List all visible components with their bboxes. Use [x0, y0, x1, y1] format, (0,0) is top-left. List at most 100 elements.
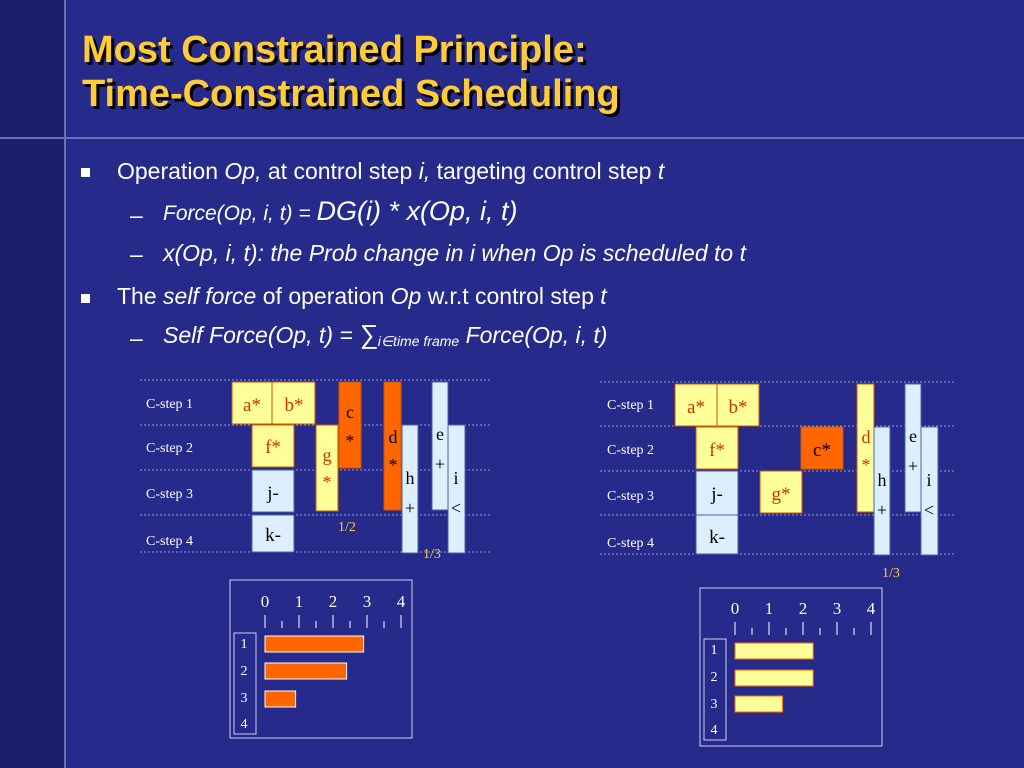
right-cstep-label: C-step 2	[607, 443, 654, 458]
op-k	[695, 514, 739, 555]
sub-dash-3: –	[130, 325, 143, 351]
bullet-2-t: t	[600, 283, 607, 309]
op-g-star: *	[323, 472, 332, 492]
title-line-1: Most Constrained Principle:	[82, 29, 587, 71]
self-force-formula: Self Force(Op, t) = ∑i∈time frame Force(…	[163, 319, 607, 350]
right-dg-row-label: 4	[711, 723, 718, 738]
right-annotation-third: 1/3	[882, 566, 900, 581]
op-d-star: *	[862, 455, 871, 475]
right-cstep-label: C-step 1	[607, 398, 654, 413]
op-i	[920, 426, 939, 556]
op-g-label: g	[323, 445, 332, 465]
op-h-plus: +	[405, 498, 415, 518]
right-cstep-label: C-step 4	[607, 536, 654, 551]
force-expression: DG(i) * x(Op, i, t)	[316, 196, 518, 226]
prob-change-definition: x(Op, i, t): the Prob change in i when O…	[163, 240, 746, 267]
op-i-lt: <	[451, 498, 461, 518]
op-f	[251, 424, 295, 468]
op-e-label: e	[436, 424, 444, 444]
op-a	[231, 381, 273, 425]
right-dg-scale-label: 3	[833, 599, 842, 618]
op-d-label: d	[862, 427, 871, 447]
op-f	[695, 426, 739, 470]
bullet-2-text: of operation	[256, 283, 391, 309]
right-dg-scale-label: 4	[867, 599, 876, 618]
left-cstep-label: C-step 4	[146, 534, 193, 549]
op-g	[315, 424, 339, 512]
right-dg-row-box	[703, 638, 727, 741]
self-force-lhs: Self Force(Op, t) =	[163, 322, 360, 348]
op-f-label: f*	[265, 437, 281, 458]
op-k-label: k-	[265, 525, 281, 546]
left-dg-row-label: 2	[241, 664, 248, 679]
op-c-label: c*	[813, 440, 831, 461]
left-annotation-half: 1/2	[338, 520, 356, 535]
right-dg-frame	[699, 587, 883, 747]
left-annotation-third: 1/3	[423, 547, 441, 562]
bullet-1-op: Op,	[224, 158, 262, 184]
op-g-label: g*	[772, 484, 791, 505]
op-a-label: a*	[243, 395, 261, 416]
right-dg-row-label: 3	[711, 697, 718, 712]
right-dg-bar-1	[734, 642, 814, 660]
right-dg-chart: 0 1 2 3 4 1 2 3 4	[699, 587, 883, 747]
bullet-1-t: t	[657, 158, 665, 184]
left-dg-scale-label: 3	[363, 592, 372, 611]
op-e-plus: +	[908, 456, 918, 476]
left-dg-chart: 0 1 2 3 4 1 2 3 4	[229, 579, 413, 739]
right-dg-scale-label: 0	[731, 599, 740, 618]
op-c	[338, 381, 362, 469]
left-dg-bar-2	[264, 662, 348, 680]
op-b	[271, 381, 316, 425]
op-e-label: e	[909, 426, 917, 446]
self-force-rhs: Force(Op, i, t)	[459, 322, 608, 348]
force-formula: Force(Op, i, t) = DG(i) * x(Op, i, t)	[163, 196, 517, 227]
left-dg-bar-3	[264, 690, 297, 708]
left-cstep-label: C-step 2	[146, 441, 193, 456]
op-c-star: *	[346, 431, 355, 451]
right-dg-ticks	[734, 622, 872, 635]
op-e	[431, 381, 449, 511]
right-dg-bars	[734, 642, 814, 713]
right-dg-scale-label: 1	[765, 599, 774, 618]
right-schedule: C-step 1 C-step 2 C-step 3 C-step 4 a* b…	[600, 381, 955, 581]
op-d-label: d	[389, 427, 398, 447]
op-e	[904, 383, 922, 513]
left-dg-frame	[229, 579, 413, 739]
op-j	[251, 469, 295, 513]
left-dg-bars	[264, 635, 365, 708]
left-schedule: C-step 1 C-step 2 C-step 3 C-step 4 a* b…	[140, 379, 490, 562]
bullet-2-text: w.r.t control step	[421, 283, 601, 309]
sub-dash-2: –	[130, 241, 143, 267]
right-dg-row-label: 1	[711, 643, 718, 658]
left-dg-scale-label: 2	[329, 592, 338, 611]
op-h-plus: +	[877, 500, 887, 520]
op-h	[873, 426, 891, 556]
op-d-star: *	[389, 455, 398, 475]
op-k	[251, 514, 295, 553]
op-h-label: h	[406, 468, 415, 488]
op-e-plus: +	[435, 454, 445, 474]
op-i-label: i	[453, 468, 458, 488]
op-j	[695, 470, 739, 516]
bullet-2-text: The	[117, 283, 164, 309]
op-a-label: a*	[687, 397, 705, 418]
horizontal-rule	[0, 137, 1024, 139]
left-dg-row-label: 3	[241, 691, 248, 706]
op-g	[759, 470, 803, 514]
vertical-rule	[64, 0, 66, 768]
slide-title: Most Constrained Principle: Time-Constra…	[82, 28, 620, 116]
op-i	[447, 424, 466, 554]
op-j-label: j-	[710, 484, 723, 505]
bullet-2-op: Op	[390, 283, 422, 309]
op-d	[383, 381, 402, 511]
title-line-2: Time-Constrained Scheduling	[82, 73, 620, 115]
op-c-label: c	[346, 402, 354, 422]
op-k-label: k-	[709, 527, 725, 548]
right-dg-row-label: 2	[711, 670, 718, 685]
force-label: Force(Op, i, t) =	[163, 202, 317, 225]
left-cstep-label: C-step 3	[146, 487, 193, 502]
op-h	[401, 424, 419, 554]
left-dg-bar-1	[264, 635, 365, 653]
bullet-2: The self force of operation Op w.r.t con…	[117, 283, 607, 310]
